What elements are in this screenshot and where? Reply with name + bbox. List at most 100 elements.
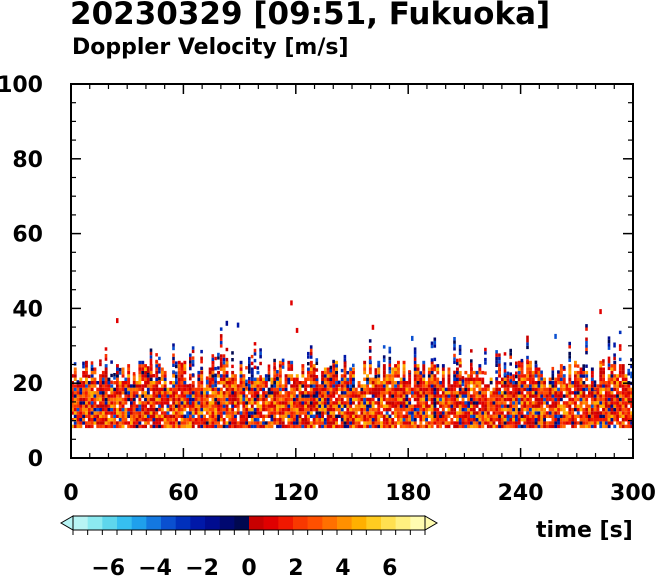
echo-cell (411, 335, 414, 341)
echo-cell (618, 407, 622, 412)
echo-cell (73, 387, 77, 392)
echo-cell (200, 387, 204, 392)
echo-cell (588, 391, 591, 395)
echo-cell (557, 401, 560, 405)
echo-cell (239, 377, 243, 381)
echo-cell (110, 414, 114, 418)
echo-cell (475, 411, 479, 415)
echo-cell (270, 411, 274, 415)
echo-cell (360, 418, 364, 422)
echo-cell (548, 424, 552, 429)
echo-cell (346, 387, 350, 392)
echo-cell (531, 377, 535, 381)
echo-cell (183, 381, 187, 385)
echo-cell (281, 424, 285, 429)
echo-cell (309, 364, 313, 368)
echo-cell (253, 391, 257, 395)
echo-cell (90, 424, 94, 429)
echo-cell (618, 401, 622, 405)
echo-cell (79, 407, 83, 412)
echo-cell (349, 394, 353, 398)
echo-cell (616, 384, 619, 388)
echo-cell (503, 401, 507, 405)
echo-cell (503, 362, 507, 366)
echo-cell (298, 394, 302, 398)
echo-cell (278, 377, 282, 381)
echo-cell (321, 377, 324, 381)
echo-cell (377, 414, 381, 418)
echo-cell (481, 418, 485, 422)
echo-cell (430, 391, 434, 395)
echo-cell (189, 418, 192, 422)
echo-cell (256, 381, 260, 385)
echo-cell (349, 397, 353, 402)
echo-cell (554, 421, 558, 425)
echo-cell (245, 414, 249, 418)
echo-cell (512, 407, 516, 412)
echo-cell (456, 421, 459, 425)
echo-cell (582, 371, 585, 375)
echo-cell (90, 421, 94, 425)
echo-cell (307, 397, 310, 402)
echo-cell (531, 394, 535, 398)
echo-cell (604, 418, 608, 422)
echo-cell (245, 366, 248, 370)
echo-cell (309, 404, 313, 408)
echo-cell (82, 365, 85, 369)
echo-cell (391, 384, 395, 388)
echo-cell (408, 397, 412, 402)
echo-cell (574, 374, 577, 378)
echo-cell (571, 421, 575, 425)
echo-cell (200, 411, 204, 415)
echo-cell (273, 381, 277, 385)
echo-cell (419, 387, 423, 392)
echo-cell (253, 387, 257, 392)
echo-cell (492, 394, 496, 398)
echo-cell (478, 401, 482, 405)
echo-cell (326, 370, 330, 375)
echo-cell (118, 424, 122, 429)
echo-cell (155, 364, 159, 368)
echo-cell (399, 381, 403, 385)
echo-cell (425, 391, 428, 395)
echo-cell (315, 368, 319, 372)
echo-cell (214, 421, 218, 425)
echo-cell (155, 424, 159, 429)
echo-cell (531, 374, 535, 378)
echo-cell (453, 370, 456, 375)
echo-cell (96, 421, 100, 425)
echo-cell (568, 364, 572, 368)
echo-cell (346, 391, 350, 395)
echo-cell (172, 418, 176, 422)
echo-cell (582, 407, 586, 412)
echo-cell (610, 374, 614, 378)
echo-cell (73, 384, 77, 388)
echo-cell (276, 384, 279, 388)
echo-cell (158, 391, 161, 395)
echo-cell (231, 421, 235, 425)
echo-cell (354, 424, 358, 429)
echo-cell (113, 376, 116, 380)
echo-cell (107, 424, 111, 429)
echo-cell (503, 394, 507, 398)
echo-cell (607, 414, 611, 418)
echo-cell (141, 370, 145, 375)
echo-cell (366, 418, 369, 422)
echo-cell (242, 377, 246, 381)
echo-cell (71, 401, 74, 405)
echo-cell (498, 363, 501, 367)
echo-cell (461, 411, 465, 415)
echo-cell (259, 375, 262, 379)
echo-cell (278, 397, 282, 402)
echo-cell (276, 387, 279, 392)
echo-cell (304, 418, 308, 422)
echo-cell (526, 404, 530, 408)
echo-cell (590, 397, 594, 402)
echo-cell (278, 404, 282, 408)
echo-cell (458, 407, 462, 412)
echo-cell (394, 387, 397, 392)
echo-cell (135, 407, 139, 412)
echo-cell (526, 339, 529, 343)
echo-cell (85, 391, 88, 395)
echo-cell (87, 418, 91, 422)
